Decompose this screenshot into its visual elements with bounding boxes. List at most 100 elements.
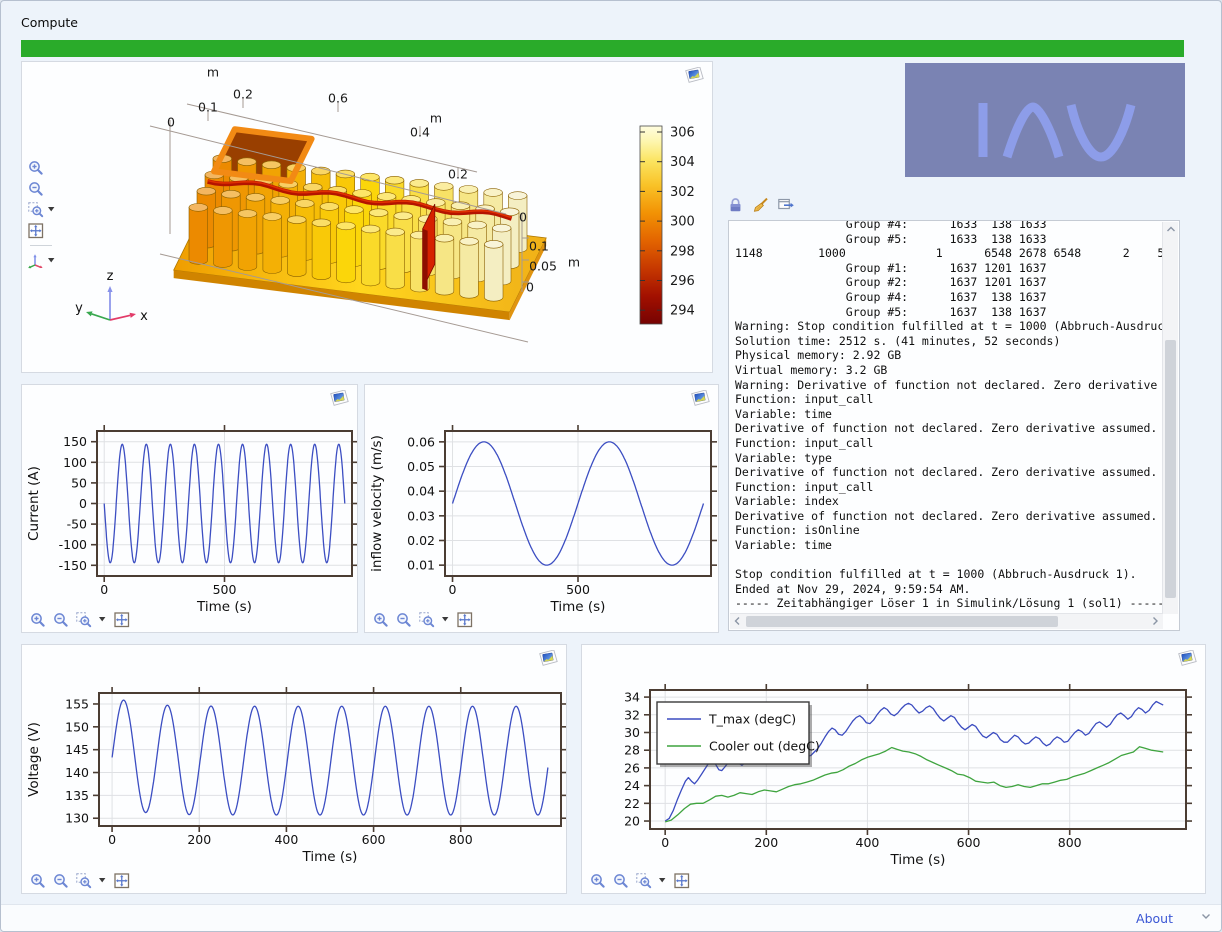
svg-text:500: 500 [566, 582, 590, 597]
panel-inflow-velocity-plot: 0 500 0.06 0.05 0.04 0.03 0.02 0.01 Time (s) infl… [364, 384, 719, 633]
compute-label: Compute [21, 15, 79, 30]
svg-text:200: 200 [754, 835, 778, 850]
plot-window-icon[interactable] [329, 389, 350, 408]
svg-text:28: 28 [624, 743, 640, 758]
svg-text:0: 0 [167, 115, 175, 130]
svg-text:Time (s): Time (s) [890, 852, 946, 868]
plot-window-icon[interactable] [538, 649, 559, 668]
scroll-right-icon[interactable] [1148, 614, 1163, 628]
panel-voltage-plot: 0 200 400 600 800 155 150 145 140 135 130 Time (s) V… [21, 644, 567, 894]
zoom-extents-icon[interactable] [674, 873, 690, 889]
chevron-down-icon[interactable] [99, 878, 107, 884]
zoom-extents-icon[interactable] [457, 612, 473, 628]
scroll-up-icon[interactable] [1163, 222, 1178, 236]
svg-text:Current (A): Current (A) [26, 466, 42, 541]
panel-temperature-plot: 0 200 400 600 800 34 32 30 28 26 24 22 20 Time (s) T_m… [581, 644, 1206, 894]
log-toolbar [728, 197, 795, 213]
chevron-down-icon[interactable] [442, 617, 450, 623]
vertical-scroll-thumb[interactable] [1165, 339, 1176, 599]
zoom-out-icon[interactable] [396, 612, 412, 628]
chevron-down-icon[interactable] [99, 617, 107, 623]
zoom-in-icon[interactable] [30, 612, 46, 628]
plot-window-icon[interactable] [690, 389, 711, 408]
svg-text:0: 0 [100, 582, 108, 597]
axis-orientation-icon[interactable] [28, 253, 44, 269]
lock-icon[interactable] [728, 197, 744, 213]
svg-text:Voltage (V): Voltage (V) [26, 722, 42, 797]
zoom-in-icon[interactable] [373, 612, 389, 628]
svg-text:26: 26 [624, 760, 640, 775]
iav-logo-graphic [905, 63, 1185, 177]
svg-text:300: 300 [670, 215, 695, 230]
svg-text:Cooler out (degC): Cooler out (degC) [709, 739, 820, 754]
svg-text:22: 22 [624, 796, 640, 811]
voltage-plot-toolbar [30, 872, 130, 890]
horizontal-scroll-thumb[interactable] [746, 616, 1058, 627]
svg-text:800: 800 [449, 832, 473, 847]
zoom-extents-icon[interactable] [28, 223, 44, 239]
svg-text:800: 800 [1058, 835, 1082, 850]
temperature-chart[interactable]: 0 200 400 600 800 34 32 30 28 26 24 22 20 Time (s) T_m… [582, 645, 1205, 893]
about-link[interactable]: About [1136, 911, 1173, 926]
zoom-in-icon[interactable] [30, 873, 46, 889]
svg-text:0: 0 [519, 210, 527, 225]
svg-text:m: m [568, 255, 580, 270]
zoom-box-icon[interactable] [419, 612, 435, 628]
svg-text:x: x [140, 309, 148, 324]
plot-window-icon[interactable] [684, 66, 705, 85]
compute-progress-bar [21, 40, 1184, 57]
battery-3d-scene[interactable]: m0.10.2 0.60 m0.40.200.10.05 m0zxy306304302… [22, 62, 712, 372]
zoom-in-icon[interactable] [28, 160, 44, 176]
svg-text:Time (s): Time (s) [196, 599, 252, 615]
svg-text:-50: -50 [67, 517, 87, 532]
zoom-box-icon[interactable] [28, 202, 44, 218]
svg-text:Time (s): Time (s) [302, 849, 358, 865]
svg-text:600: 600 [957, 835, 981, 850]
svg-text:304: 304 [670, 155, 695, 170]
zoom-out-icon[interactable] [53, 612, 69, 628]
svg-text:T_max (degC): T_max (degC) [708, 712, 796, 727]
voltage-chart[interactable]: 0 200 400 600 800 155 150 145 140 135 130 Time (s) V… [22, 645, 566, 893]
panel-current-plot: 0 500 150 100 50 0 -50 -100 -150 Time (s) Current … [21, 384, 358, 633]
svg-text:0: 0 [108, 832, 116, 847]
zoom-extents-icon[interactable] [114, 612, 130, 628]
log-horizontal-scrollbar[interactable] [730, 613, 1163, 629]
zoom-out-icon[interactable] [53, 873, 69, 889]
svg-text:294: 294 [670, 304, 695, 319]
chevron-down-icon[interactable] [659, 878, 667, 884]
svg-text:34: 34 [624, 690, 640, 705]
zoom-out-icon[interactable] [28, 181, 44, 197]
zoom-box-icon[interactable] [636, 873, 652, 889]
svg-text:0.05: 0.05 [529, 259, 557, 274]
zoom-out-icon[interactable] [613, 873, 629, 889]
status-bar: About [1, 904, 1221, 931]
detach-window-icon[interactable] [778, 197, 795, 213]
svg-text:400: 400 [274, 832, 298, 847]
zoom-extents-icon[interactable] [114, 873, 130, 889]
plot-window-icon[interactable] [1177, 649, 1198, 668]
inflow-velocity-chart[interactable]: 0 500 0.06 0.05 0.04 0.03 0.02 0.01 Time (s) infl… [365, 385, 718, 632]
panel-3d-view: m 0.1 0.2 0.6 0 m 0.4 0.2 0 0.1 0.05 m 0 z x y 306 304 302… [21, 61, 713, 373]
svg-text:z: z [107, 269, 114, 284]
log-text: Group #4: 1633 138 1633 Group #5: 1633 1… [735, 220, 1171, 611]
zoom-in-icon[interactable] [590, 873, 606, 889]
log-panel[interactable]: Group #4: 1633 138 1633 Group #5: 1633 1… [728, 220, 1180, 631]
svg-text:302: 302 [670, 185, 695, 200]
zoom-box-icon[interactable] [76, 873, 92, 889]
svg-text:150: 150 [63, 434, 87, 449]
svg-text:0.05: 0.05 [407, 459, 435, 474]
svg-text:0.2: 0.2 [448, 167, 468, 182]
chevron-down-icon[interactable] [1201, 913, 1213, 921]
chevron-down-icon[interactable] [48, 258, 56, 264]
svg-text:0.06: 0.06 [407, 434, 435, 449]
svg-text:135: 135 [65, 788, 89, 803]
scroll-left-icon[interactable] [730, 614, 745, 628]
zoom-box-icon[interactable] [76, 612, 92, 628]
svg-text:m: m [207, 65, 219, 80]
svg-text:140: 140 [65, 765, 89, 780]
chevron-down-icon[interactable] [48, 207, 56, 213]
log-vertical-scrollbar[interactable] [1162, 222, 1178, 614]
clear-log-broom-icon[interactable] [753, 197, 769, 213]
svg-text:50: 50 [71, 475, 87, 490]
